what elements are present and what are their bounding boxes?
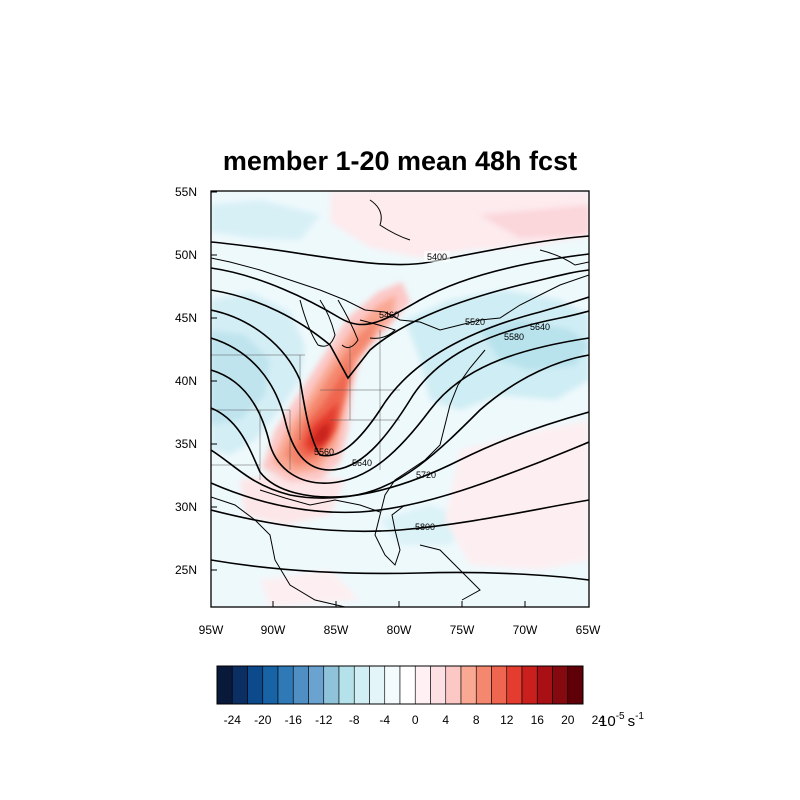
- colorbar-tick-labels: -24 -20 -16 -12 -8 -4 0 4 8 12 16 20 24: [224, 713, 606, 727]
- contour-label: 5580: [504, 332, 524, 342]
- colorbar-tick-label: 4: [442, 713, 449, 727]
- colorbar-box: [384, 665, 401, 705]
- lat-axis: 55N 50N 45N 40N 35N 30N 25N: [175, 185, 217, 577]
- lon-tick-label: 85W: [324, 623, 349, 637]
- contour-label: 5640: [530, 322, 550, 332]
- colorbar-box: [323, 665, 340, 705]
- colorbar-box: [491, 665, 508, 705]
- colorbar-box: [506, 665, 523, 705]
- contour-label: 5460: [379, 310, 399, 320]
- colorbar-box: [338, 665, 355, 705]
- lat-tick-label: 50N: [175, 248, 197, 262]
- colorbar-box: [231, 665, 248, 705]
- contour-label-group: 5400 5460 5520 5560 5580 5640 5640 5720 …: [314, 251, 550, 532]
- colorbar-box: [262, 665, 279, 705]
- map-frame: [210, 190, 590, 608]
- colorbar-tick-label: -16: [285, 713, 303, 727]
- colorbar-box: [445, 665, 462, 705]
- colorbar: -24 -20 -16 -12 -8 -4 0 4 8 12 16 20 24 …: [216, 665, 644, 730]
- lat-tick-label: 25N: [175, 563, 197, 577]
- colorbar-frame: [216, 665, 584, 705]
- colorbar-box: [353, 665, 370, 705]
- lat-tick-label: 35N: [175, 437, 197, 451]
- lon-tick-label: 70W: [513, 623, 538, 637]
- colorbar-box: [567, 665, 584, 705]
- contour-label: 5560: [314, 447, 334, 457]
- contour-label: 5640: [352, 458, 372, 468]
- colorbar-box: [216, 665, 233, 705]
- colorbar-tick-label: 12: [500, 713, 514, 727]
- colorbar-box: [414, 665, 431, 705]
- colorbar-tick-label: 8: [473, 713, 480, 727]
- colorbar-box: [369, 665, 386, 705]
- lat-tick-label: 45N: [175, 311, 197, 325]
- map-panel: 5400 5460 5520 5560 5580 5640 5640 5720 …: [175, 185, 601, 637]
- contour-label: 5400: [427, 252, 447, 262]
- vorticity-shading: [211, 191, 589, 607]
- lat-tick-label: 40N: [175, 374, 197, 388]
- lon-tick-label: 95W: [199, 623, 224, 637]
- colorbar-box: [460, 665, 477, 705]
- colorbar-box: [247, 665, 264, 705]
- colorbar-tick-label: 20: [561, 713, 575, 727]
- colorbar-tick-label: 0: [412, 713, 419, 727]
- lon-tick-label: 65W: [576, 623, 601, 637]
- colorbar-tick-label: 16: [531, 713, 545, 727]
- map-title: member 1-20 mean 48h fcst: [222, 146, 578, 176]
- colorbar-box: [308, 665, 325, 705]
- colorbar-tick-label: -4: [379, 713, 390, 727]
- colorbar-box: [277, 665, 294, 705]
- colorbar-tick-label: -24: [224, 713, 242, 727]
- colorbar-tick-label: 24: [592, 713, 606, 727]
- colorbar-box: [475, 665, 492, 705]
- colorbar-box: [292, 665, 309, 705]
- contour-label: 5520: [465, 317, 485, 327]
- colorbar-tick-label: -8: [349, 713, 360, 727]
- colorbar-box: [536, 665, 553, 705]
- contour-label: 5720: [416, 470, 436, 480]
- state-borders: [211, 330, 400, 480]
- colorbar-box: [552, 665, 569, 705]
- height-contours: [211, 235, 589, 581]
- lat-tick-label: 55N: [175, 185, 197, 199]
- colorbar-box: [430, 665, 447, 705]
- colorbar-tick-label: -12: [315, 713, 333, 727]
- colorbar-boxes: [216, 665, 584, 705]
- colorbar-box: [399, 665, 416, 705]
- lon-tick-label: 75W: [450, 623, 475, 637]
- lon-tick-label: 80W: [387, 623, 412, 637]
- contour-label: 5800: [415, 522, 435, 532]
- colorbar-tick-label: -20: [254, 713, 272, 727]
- lon-tick-label: 90W: [261, 623, 286, 637]
- lon-axis: 95W 90W 85W 80W 75W 70W 65W: [199, 601, 601, 637]
- lat-tick-label: 30N: [175, 500, 197, 514]
- colorbar-box: [521, 665, 538, 705]
- colorbar-units: 10-5 s-1: [599, 711, 644, 730]
